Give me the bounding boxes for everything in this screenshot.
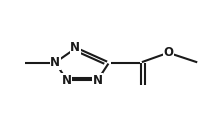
Text: N: N [50, 56, 60, 69]
Text: N: N [62, 74, 72, 87]
Text: N: N [70, 41, 80, 54]
Text: O: O [163, 46, 173, 59]
Text: N: N [92, 74, 103, 87]
